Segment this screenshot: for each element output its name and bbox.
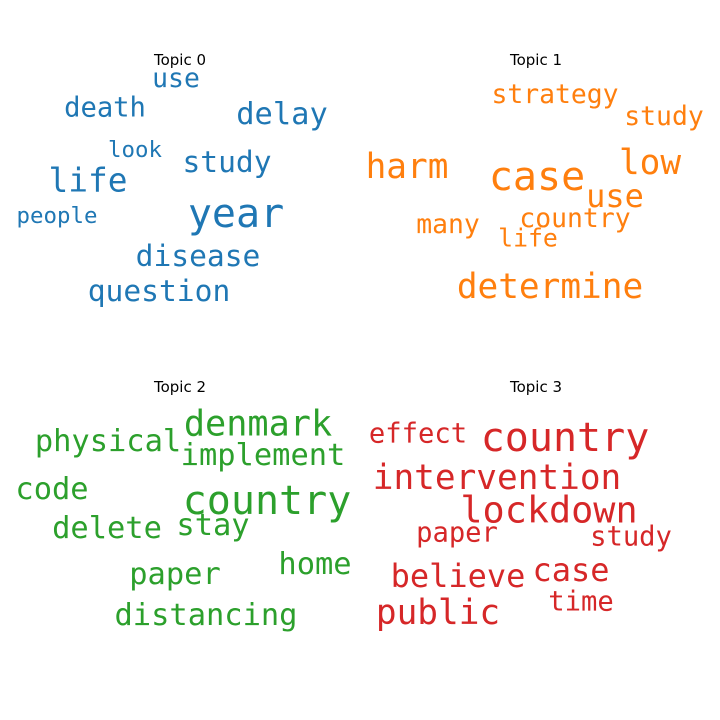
word-stay: stay [176,507,250,543]
word-life: life [48,161,128,200]
word-case: case [532,551,610,589]
word-harm: harm [365,146,449,187]
word-distancing: distancing [114,597,298,633]
word-life: life [498,223,558,253]
word-physical: physical [34,423,182,459]
word-people: people [16,202,98,229]
word-intervention: intervention [372,457,622,498]
topic-3-title: Topic 3 [509,378,563,396]
word-code: code [15,471,89,507]
word-paper: paper [129,556,221,592]
word-effect: effect [368,418,468,450]
word-public: public [375,592,501,633]
topic-2-panel: Topic 2 country denmark physical implement c… [0,327,360,687]
word-use: use [152,62,200,94]
word-question: question [87,274,231,309]
word-country: country [480,415,650,461]
word-home: home [278,546,352,582]
word-country: country [182,478,352,524]
topic-0-title: Topic 0 [153,51,207,69]
word-strategy: strategy [491,78,619,110]
word-believe: believe [390,557,526,595]
topic-0-panel: Topic 0 year life delay study disease questio… [0,0,360,360]
word-death: death [64,92,146,124]
word-study: study [590,521,672,553]
word-study: study [182,145,272,180]
word-year: year [187,191,285,237]
topic-1-title: Topic 1 [509,51,563,69]
word-delay: delay [236,96,328,132]
word-implement: implement [180,437,346,473]
word-study: study [624,100,704,132]
word-look: look [108,136,162,163]
topic-2-title: Topic 2 [153,378,207,396]
word-paper: paper [416,517,498,549]
word-lockdown: lockdown [460,488,638,532]
word-disease: disease [135,239,261,274]
word-many: many [416,208,480,240]
word-determine: determine [456,266,644,307]
word-denmark: denmark [183,403,333,445]
word-delete: delete [52,510,162,546]
word-low: low [618,142,682,183]
word-case: case [488,154,586,200]
word-country: country [519,202,631,234]
word-time: time [548,586,614,618]
word-use: use [586,177,644,215]
topic-3-panel: Topic 3 country lockdown intervention publi… [356,327,716,687]
topic-1-panel: Topic 1 case harm low determine use strategy s… [356,0,716,360]
